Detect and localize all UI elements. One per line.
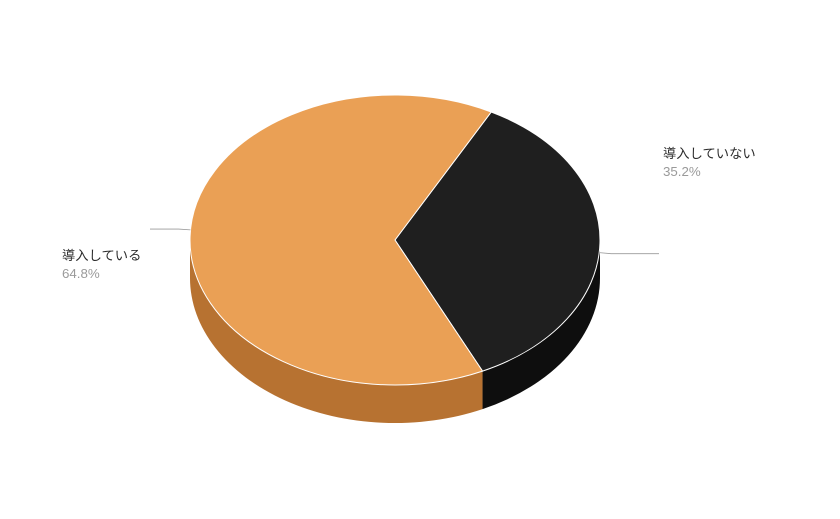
callout-not-adopted-pct: 35.2% (663, 163, 756, 181)
callout-not-adopted: 導入していない 35.2% (663, 145, 756, 181)
pie-chart-3d: 導入していない 35.2% 導入している 64.8% (0, 0, 840, 519)
callout-adopted-label: 導入している (62, 247, 141, 265)
callout-adopted-pct: 64.8% (62, 265, 141, 283)
callout-leader (599, 253, 659, 254)
callout-leader (150, 229, 190, 230)
callout-adopted: 導入している 64.8% (62, 247, 141, 283)
callout-not-adopted-label: 導入していない (663, 145, 756, 163)
